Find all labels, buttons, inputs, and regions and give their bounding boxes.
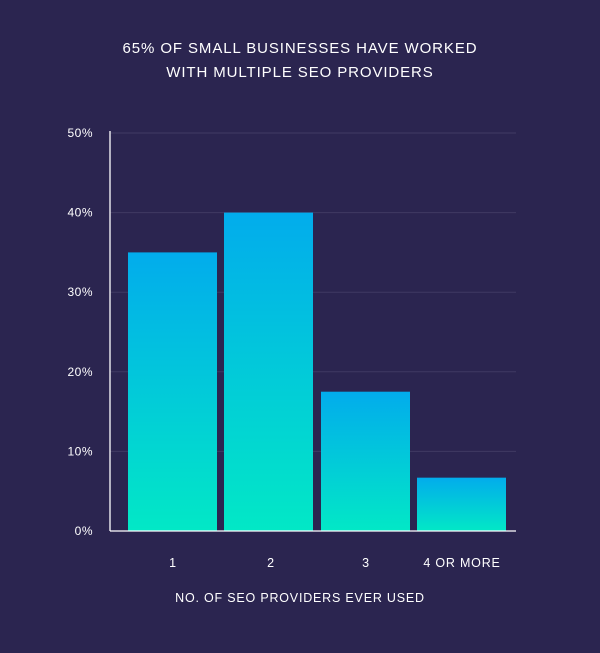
y-tick-label: 40% [67, 206, 93, 220]
bar-2 [224, 212, 313, 531]
x-axis-title: NO. OF SEO PROVIDERS EVER USED [175, 591, 425, 605]
y-tick-label: 10% [67, 444, 93, 458]
y-tick-label: 50% [67, 126, 93, 140]
x-tick-labels: 1 2 3 4 OR MORE [169, 556, 500, 570]
bar-4-or-more [417, 477, 506, 531]
bar-1 [128, 252, 217, 531]
bars [128, 212, 506, 531]
x-tick-label: 1 [169, 556, 177, 570]
x-tick-label: 4 OR MORE [423, 556, 500, 570]
chart-title: 65% OF SMALL BUSINESSES HAVE WORKED WITH… [0, 37, 600, 85]
y-tick-label: 20% [67, 365, 93, 379]
y-tick-label: 0% [75, 524, 93, 538]
y-tick-labels: 0% 10% 20% 30% 40% 50% [67, 126, 93, 538]
chart-title-line-2: WITH MULTIPLE SEO PROVIDERS [166, 64, 434, 81]
bar-3 [321, 391, 410, 531]
y-tick-label: 30% [67, 285, 93, 299]
x-tick-label: 2 [267, 556, 275, 570]
axes [109, 131, 516, 532]
x-tick-label: 3 [362, 556, 370, 570]
chart-title-line-1: 65% OF SMALL BUSINESSES HAVE WORKED [122, 40, 478, 57]
